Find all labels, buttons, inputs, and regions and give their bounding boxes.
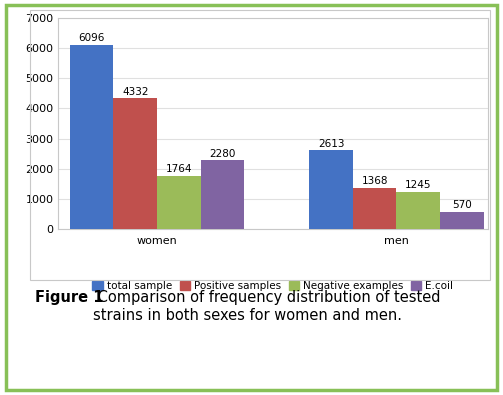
Text: Figure 1: Figure 1: [35, 290, 104, 305]
Bar: [114, 98, 157, 229]
Text: 2613: 2613: [318, 139, 345, 149]
Text: 4332: 4332: [122, 87, 148, 97]
Text: Comparison of frequency distribution of tested
strains in both sexes for women a: Comparison of frequency distribution of …: [93, 290, 441, 323]
Bar: [157, 176, 201, 229]
Bar: [396, 192, 440, 229]
Text: 570: 570: [452, 200, 472, 210]
Text: 2280: 2280: [209, 149, 235, 159]
Text: 1764: 1764: [165, 164, 192, 174]
Bar: [70, 45, 114, 229]
Bar: [353, 188, 396, 229]
Text: 1368: 1368: [362, 176, 388, 186]
Text: 1245: 1245: [405, 180, 432, 190]
Text: 6096: 6096: [78, 34, 105, 43]
Legend: total sample, Positive samples, Negative examples, E.coil: total sample, Positive samples, Negative…: [93, 281, 453, 291]
Bar: [201, 160, 244, 229]
Bar: [440, 212, 483, 229]
Bar: [309, 150, 353, 229]
